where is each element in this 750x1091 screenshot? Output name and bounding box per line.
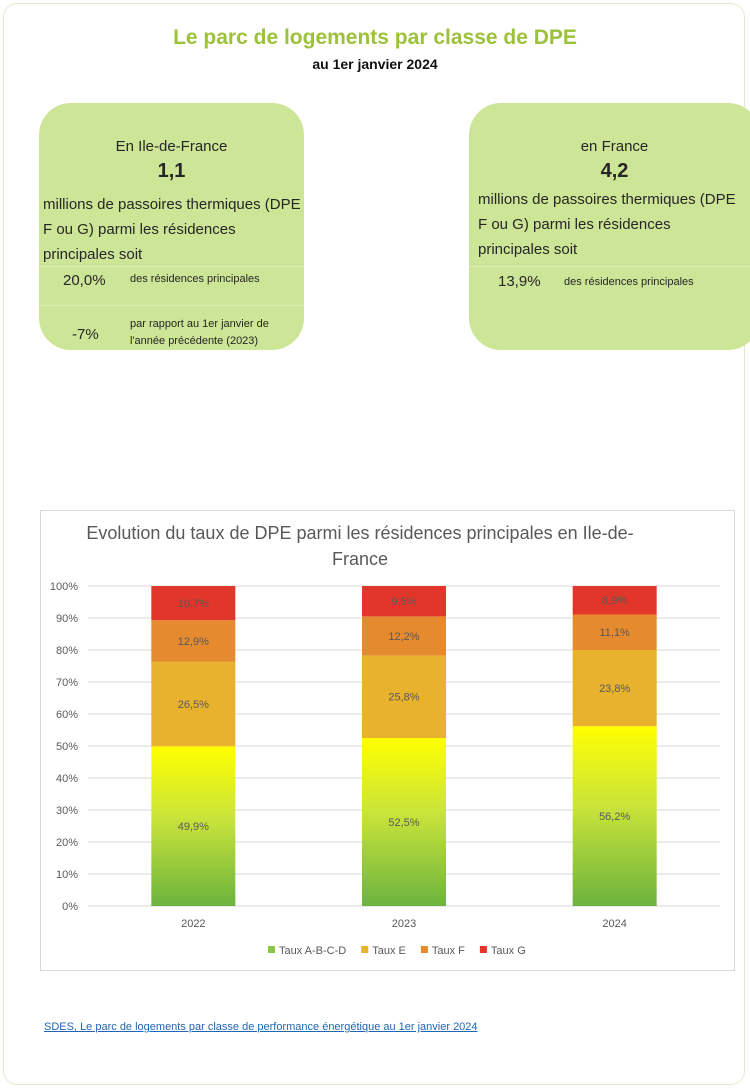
card-divider — [39, 266, 304, 267]
card-value: 1,1 — [157, 160, 186, 182]
page-frame — [3, 3, 745, 1085]
share-label: des résidences principales — [564, 276, 694, 288]
card-value: 4,2 — [600, 160, 629, 182]
source-link[interactable]: SDES, Le parc de logements par classe de… — [44, 1021, 478, 1033]
card-france: en France 4,2 millions de passoires ther… — [469, 103, 750, 350]
card-region: En Ile-de-France — [115, 138, 228, 155]
card-divider — [469, 266, 750, 267]
chart-container — [40, 510, 735, 971]
page-subtitle: au 1er janvier 2024 — [312, 56, 438, 72]
change-label: par rapport au 1er janvier de l'année pr… — [130, 318, 269, 347]
card-description: millions de passoires thermiques (DPE F … — [478, 191, 736, 258]
page-title: Le parc de logements par classe de DPE — [173, 26, 577, 49]
change-value: -7% — [72, 326, 99, 343]
share-value: 20,0% — [63, 272, 106, 289]
chart-title: Evolution du taux de DPE parmi les résid… — [86, 523, 634, 569]
card-divider — [39, 305, 304, 306]
share-value: 13,9% — [498, 273, 541, 290]
card-ile-de-france: En Ile-de-France 1,1 millions de passoir… — [39, 103, 304, 350]
card-region: en France — [580, 138, 649, 155]
share-label: des résidences principales — [130, 273, 260, 285]
card-description: millions de passoires thermiques (DPE F … — [43, 196, 301, 263]
